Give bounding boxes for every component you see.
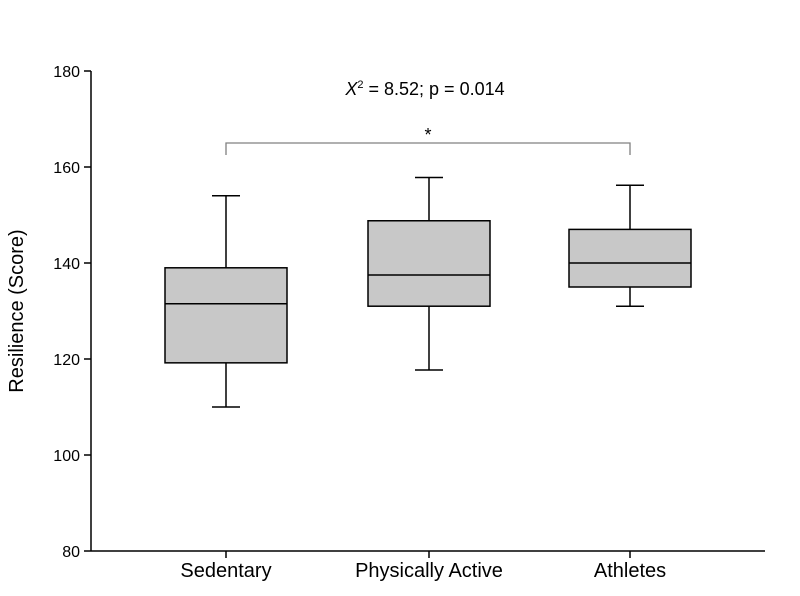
y-tick-label: 120 [53, 352, 80, 369]
stat-superscript: 2 [357, 79, 363, 91]
significance-star: * [424, 125, 431, 145]
x-category-label: Athletes [594, 560, 666, 582]
interquartile-box [367, 220, 491, 307]
y-tick-label: 160 [53, 160, 80, 177]
box-physically-active [367, 176, 491, 371]
bracket-line [225, 142, 631, 155]
axes [90, 71, 765, 552]
y-tick-label: 140 [53, 256, 80, 273]
x-category-label: Sedentary [180, 560, 271, 582]
y-tick-label: 100 [53, 448, 80, 465]
boxes [164, 176, 692, 408]
x-category-label: Physically Active [355, 560, 503, 582]
stat-symbol: X [344, 79, 358, 99]
y-axis-title: Resilience (Score) [6, 229, 28, 392]
box-athletes [568, 184, 692, 307]
box-sedentary [164, 195, 288, 408]
stat-rest: = 8.52; p = 0.014 [364, 79, 505, 99]
x-labels: Sedentary Physically Active Athletes [180, 551, 666, 582]
y-ticks: 80 100 120 140 160 180 [53, 64, 91, 561]
y-tick-label: 180 [53, 64, 80, 81]
interquartile-box [164, 267, 288, 364]
significance-bracket: * [225, 125, 631, 155]
y-tick-label: 80 [62, 544, 80, 561]
interquartile-box [568, 228, 692, 288]
test-statistic-label: X2 = 8.52; p = 0.014 [344, 79, 504, 99]
